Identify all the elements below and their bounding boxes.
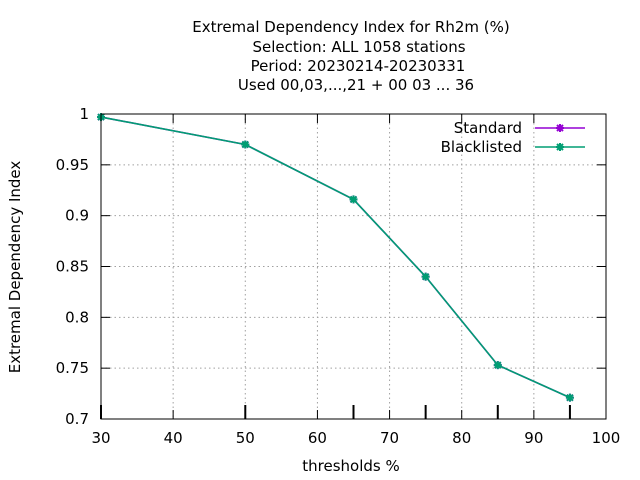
y-tick-label-0-85: 0.85 [56,258,89,276]
title-line-2: Selection: ALL 1058 stations [252,38,465,56]
legend-label-standard: Standard [454,119,522,137]
y-tick-label-0-95: 0.95 [56,156,89,174]
y-tick-label-1: 1 [79,105,89,123]
title-line-3: Period: 20230214-20230331 [251,57,466,75]
ticks-layer: 0.7 0.75 0.8 0.85 0.9 0.95 1 30 40 50 60 70 80 90 100 [56,105,621,447]
data-point-blacklisted [493,361,502,370]
x-tick-label-30: 30 [91,429,110,447]
data-point-blacklisted [241,140,250,149]
x-tick-label-80: 80 [452,429,471,447]
data-point-blacklisted [565,393,574,402]
legend-marker-standard [556,124,564,132]
x-tick-label-50: 50 [236,429,255,447]
x-tick-label-60: 60 [308,429,327,447]
plot-border [100,113,607,420]
grid-layer [101,114,606,419]
y-axis-label: Extremal Dependency Index [6,161,24,374]
legend: Standard Blacklisted [441,119,585,156]
legend-label-blacklisted: Blacklisted [441,138,522,156]
y-tick-label-0-7: 0.7 [65,410,89,428]
x-tick-label-90: 90 [524,429,543,447]
series-line-standard [100,116,571,399]
data-point-blacklisted [421,272,430,281]
x-tick-label-100: 100 [592,429,621,447]
title-line-1: Extremal Dependency Index for Rh2m (%) [192,18,510,36]
y-tick-label-0-9: 0.9 [65,207,89,225]
x-axis-label: thresholds % [302,457,399,475]
y-tick-label-0-75: 0.75 [56,359,89,377]
legend-marker-blacklisted [556,143,564,151]
data-point-blacklisted [349,195,358,204]
title-line-4: Used 00,03,...,21 + 00 03 ... 36 [238,76,474,94]
x-tick-label-40: 40 [164,429,183,447]
series-line-blacklisted [100,116,571,399]
y-tick-label-0-8: 0.8 [65,308,89,326]
series-layer [97,113,574,402]
chart-title: Extremal Dependency Index for Rh2m (%) S… [192,18,510,94]
x-tick-label-70: 70 [380,429,399,447]
